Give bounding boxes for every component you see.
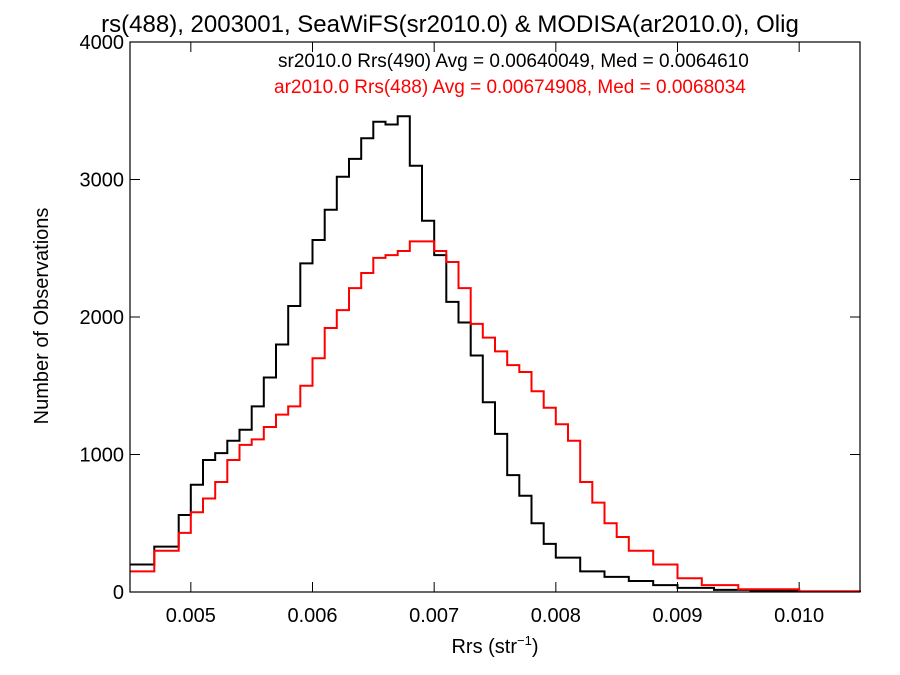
x-tick-label-5: 0.010 bbox=[774, 605, 824, 627]
series-group bbox=[130, 115, 861, 593]
y-tick-label-1: 1000 bbox=[80, 445, 125, 467]
y-tick-label-2: 2000 bbox=[80, 307, 125, 329]
x-tick-label-3: 0.008 bbox=[531, 605, 581, 627]
x-axis-label: Rrs (str−1) bbox=[451, 633, 538, 658]
y-tick-label-0: 0 bbox=[113, 582, 124, 604]
x-ticks: 0.005 0.006 0.007 0.008 0.009 0.010 bbox=[166, 42, 824, 627]
chart-title: rs(488), 2003001, SeaWiFS(sr2010.0) & MO… bbox=[101, 11, 799, 38]
x-tick-label-2: 0.007 bbox=[409, 605, 459, 627]
x-tick-label-0: 0.005 bbox=[166, 605, 216, 627]
series-line-1 bbox=[130, 240, 861, 593]
x-tick-label-1: 0.006 bbox=[287, 605, 337, 627]
x-tick-label-4: 0.009 bbox=[652, 605, 702, 627]
y-tick-label-4: 4000 bbox=[80, 32, 125, 54]
plot-frame bbox=[129, 41, 861, 593]
y-axis-label: Number of Observations bbox=[31, 208, 53, 425]
series-line-0 bbox=[130, 115, 861, 593]
legend-entry-black: sr2010.0 Rrs(490) Avg = 0.00640049, Med … bbox=[278, 51, 749, 72]
y-tick-label-3: 3000 bbox=[80, 170, 125, 192]
legend-entry-red: ar2010.0 Rrs(488) Avg = 0.00674908, Med … bbox=[274, 77, 746, 98]
